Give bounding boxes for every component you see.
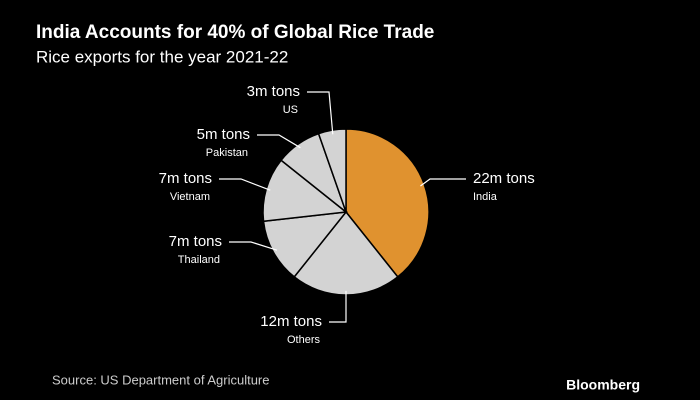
brand: Bloomberg xyxy=(566,377,640,393)
value-label: 5m tons xyxy=(197,126,250,143)
value-label: 12m tons xyxy=(260,313,322,330)
leader-line xyxy=(420,178,466,187)
value-label: 7m tons xyxy=(159,170,212,187)
pie-slice xyxy=(345,128,430,278)
leader-line xyxy=(257,134,301,149)
chart-subtitle: Rice exports for the year 2021-22 xyxy=(36,47,288,66)
leader-line xyxy=(307,91,334,135)
category-label: Others xyxy=(287,334,321,346)
category-label: Pakistan xyxy=(206,147,248,159)
pie-slice xyxy=(262,211,348,278)
category-label: Vietnam xyxy=(170,191,210,203)
chart-title: India Accounts for 40% of Global Rice Tr… xyxy=(36,22,434,43)
value-label: 22m tons xyxy=(473,170,535,187)
value-label: 7m tons xyxy=(169,233,222,250)
leader-line xyxy=(229,241,278,251)
category-label: India xyxy=(473,191,498,203)
value-label: 3m tons xyxy=(247,83,300,100)
leader-line xyxy=(329,290,347,323)
leader-line xyxy=(219,178,271,191)
category-label: US xyxy=(283,104,298,116)
category-label: Thailand xyxy=(178,254,220,266)
source: Source: US Department of Agriculture xyxy=(52,372,270,387)
